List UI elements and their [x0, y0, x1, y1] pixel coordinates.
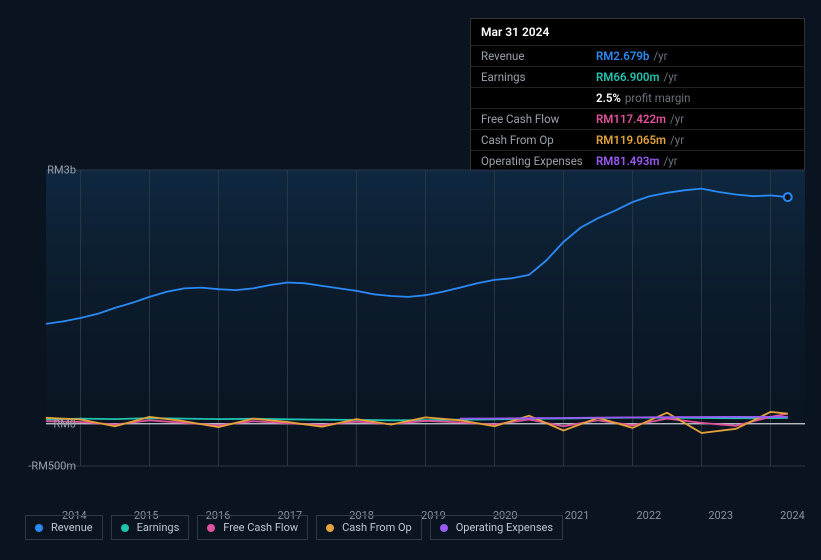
tooltip-rows: RevenueRM2.679b/yrEarningsRM66.900m/yr2.… — [471, 45, 804, 171]
chart-container: Mar 31 2024 RevenueRM2.679b/yrEarningsRM… — [0, 0, 821, 560]
tooltip-row: Cash From OpRM119.065m/yr — [471, 129, 804, 150]
legend-label: Revenue — [51, 521, 93, 534]
legend-swatch — [326, 524, 334, 532]
tooltip-value: RM117.422m — [596, 112, 666, 126]
legend-label: Cash From Op — [342, 521, 412, 534]
legend-item-operating-expenses[interactable]: Operating Expenses — [430, 515, 563, 540]
x-tick-label: 2023 — [708, 509, 733, 522]
tooltip-suffix: /yr — [670, 112, 684, 126]
tooltip-value: RM2.679b — [596, 49, 649, 63]
tooltip-suffix: /yr — [663, 70, 677, 84]
tooltip-row: Free Cash FlowRM117.422m/yr — [471, 108, 804, 129]
y-tick-label: -RM500m — [16, 460, 76, 473]
legend-item-free-cash-flow[interactable]: Free Cash Flow — [197, 515, 308, 540]
chart-svg — [16, 158, 805, 478]
tooltip-row: EarningsRM66.900m/yr — [471, 66, 804, 87]
x-tick-label: 2021 — [565, 509, 590, 522]
legend-swatch — [207, 524, 215, 532]
legend: Revenue Earnings Free Cash Flow Cash From O… — [25, 515, 563, 540]
legend-item-revenue[interactable]: Revenue — [25, 515, 103, 540]
legend-item-earnings[interactable]: Earnings — [111, 515, 190, 540]
data-tooltip: Mar 31 2024 RevenueRM2.679b/yrEarningsRM… — [470, 18, 805, 172]
tooltip-suffix: /yr — [653, 49, 667, 63]
tooltip-label: Revenue — [481, 49, 596, 63]
tooltip-value: RM119.065m — [596, 133, 666, 147]
tooltip-value: 2.5% — [596, 91, 621, 105]
legend-label: Earnings — [137, 521, 180, 534]
y-tick-label: RM3b — [16, 164, 76, 177]
chart-area[interactable]: RM3bRM0-RM500m 2014201520162017201820192… — [16, 158, 805, 500]
tooltip-label: Cash From Op — [481, 133, 596, 147]
tooltip-row: 2.5% profit margin — [471, 87, 804, 108]
legend-swatch — [121, 524, 129, 532]
y-tick-label: RM0 — [16, 417, 76, 430]
tooltip-date: Mar 31 2024 — [471, 19, 804, 45]
tooltip-label: Free Cash Flow — [481, 112, 596, 126]
legend-swatch — [35, 524, 43, 532]
x-tick-label: 2022 — [637, 509, 662, 522]
legend-label: Operating Expenses — [456, 521, 553, 534]
tooltip-label: Earnings — [481, 70, 596, 84]
legend-label: Free Cash Flow — [223, 521, 298, 534]
tooltip-value: RM66.900m — [596, 70, 659, 84]
legend-swatch — [440, 524, 448, 532]
x-tick-label: 2024 — [780, 509, 805, 522]
tooltip-suffix: profit margin — [625, 91, 691, 105]
tooltip-suffix: /yr — [670, 133, 684, 147]
legend-item-cash-from-op[interactable]: Cash From Op — [316, 515, 422, 540]
tooltip-row: RevenueRM2.679b/yr — [471, 45, 804, 66]
